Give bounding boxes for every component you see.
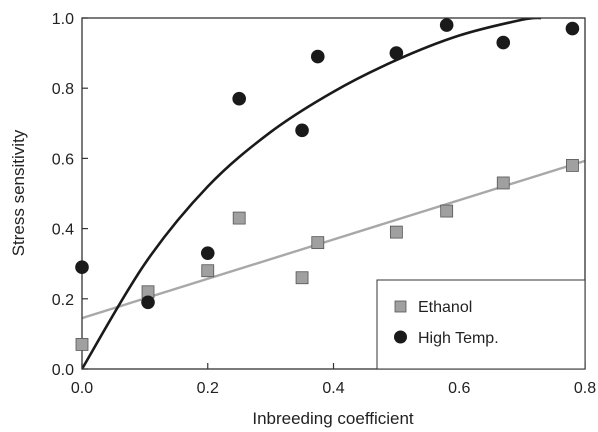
x-axis-label: Inbreeding coefficient [252,409,414,428]
legend-box [376,279,586,370]
x-tick-label: 0.2 [197,380,219,397]
high-temp-point [310,49,325,64]
legend: Ethanol High Temp. [376,279,586,370]
high-temp-point [439,18,454,32]
y-tick-label: 1.0 [52,11,74,28]
high-temp-point [75,260,89,275]
x-tick-label: 0.4 [322,380,344,397]
y-tick-label: 0.4 [52,222,74,239]
legend-label-ethanol: Ethanol [418,299,472,316]
ethanol-point [75,338,89,351]
y-tick-label: 0.6 [52,151,74,168]
fit-line-ethanol [82,159,585,320]
high-temp-point [232,91,246,106]
legend-marker-ethanol [394,300,407,313]
high-temp-point [565,21,580,36]
fit-line-high-temp [82,18,542,369]
x-tick-label: 0.6 [448,380,470,397]
y-axis-label: Stress sensitivity [9,129,28,256]
y-tick-label: 0.8 [52,81,74,98]
ethanol-point [566,159,579,172]
ethanol-point [389,225,403,239]
legend-label-high-temp: High Temp. [418,330,499,347]
ethanol-point [496,176,510,190]
ethanol-point [311,236,325,250]
high-temp-point [141,295,155,310]
high-temp-point [200,246,215,260]
high-temp-point [496,35,511,50]
x-tick-label: 0.8 [574,380,596,397]
ethanol-point [295,271,309,285]
high-temp-point [389,46,404,60]
y-tick-label: 0.0 [52,362,74,379]
ethanol-point [201,264,215,278]
high-temp-point [295,123,309,138]
legend-marker-high-temp [394,330,407,344]
ethanol-point [232,211,246,225]
y-tick-label: 0.2 [52,292,74,309]
ethanol-point [440,204,454,218]
x-tick-label: 0.0 [71,380,93,397]
